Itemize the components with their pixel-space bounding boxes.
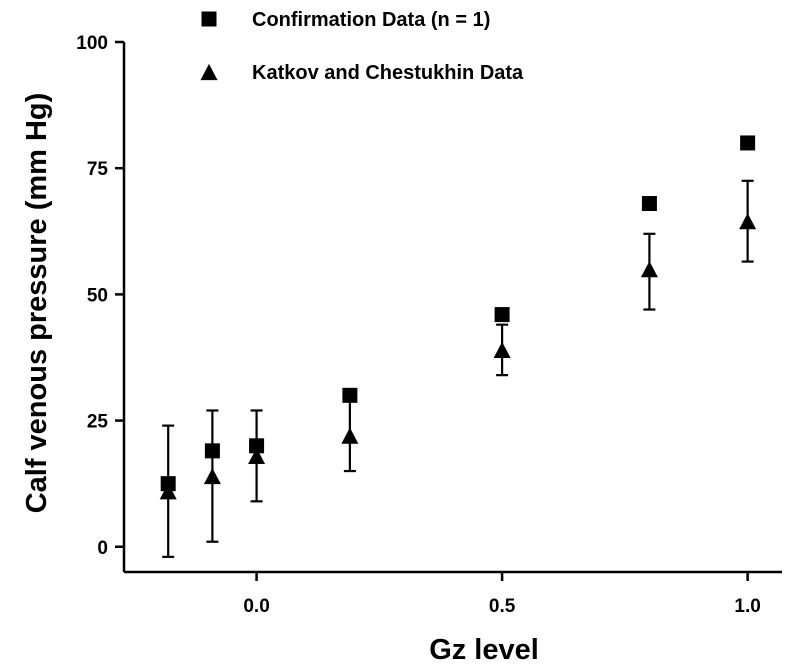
- triangle-marker: [341, 427, 359, 444]
- triangle-marker: [248, 447, 266, 464]
- x-axis-title: Gz level: [429, 634, 539, 665]
- triangle-marker: [739, 213, 757, 230]
- triangle-marker: [159, 483, 177, 500]
- square-marker: [494, 307, 510, 323]
- triangle-marker: [203, 468, 221, 485]
- x-tick-label: 0.5: [489, 596, 516, 617]
- triangle-marker: [493, 341, 511, 358]
- y-tick-label: 0: [97, 538, 108, 559]
- legend-label: Confirmation Data (n = 1): [252, 9, 490, 31]
- legend-square-icon: [201, 11, 217, 27]
- data-marks: [159, 135, 757, 558]
- square-marker: [342, 387, 358, 403]
- x-tick-label: 1.0: [734, 596, 760, 617]
- y-tick-label: 25: [87, 412, 109, 433]
- y-tick-label: 75: [87, 159, 109, 180]
- square-marker: [641, 196, 657, 212]
- y-axis-title: Calf venous pressure (mm Hg): [21, 93, 53, 514]
- legend-triangle-icon: [200, 63, 218, 81]
- axes: 0 25 50 75 100 0.0 0.5 1.0: [76, 33, 782, 617]
- legend: Confirmation Data (n = 1) Katkov and Ches…: [200, 9, 524, 84]
- square-marker: [740, 135, 756, 151]
- y-tick-label: 50: [87, 285, 108, 306]
- y-tick-label: 100: [76, 33, 108, 54]
- x-tick-label: 0.0: [243, 596, 269, 617]
- triangle-marker: [640, 261, 658, 278]
- legend-label: Katkov and Chestukhin Data: [252, 62, 524, 84]
- square-marker: [204, 443, 220, 459]
- square-marker: [249, 438, 265, 454]
